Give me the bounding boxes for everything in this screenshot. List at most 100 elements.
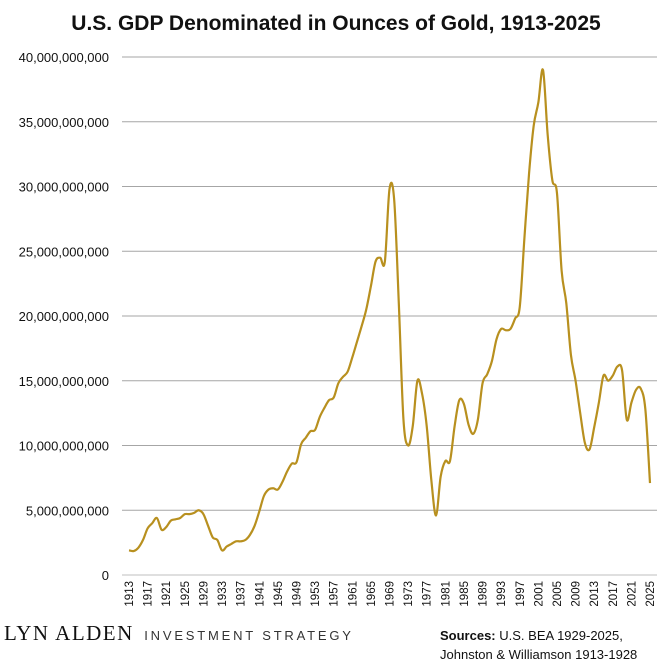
data-point	[644, 408, 646, 410]
data-point	[342, 376, 344, 378]
data-point	[351, 356, 353, 358]
sources-note: Sources: U.S. BEA 1929-2025, Johnston & …	[440, 626, 637, 664]
data-point	[602, 375, 604, 377]
data-point	[165, 526, 167, 528]
y-tick-label: 20,000,000,000	[19, 309, 109, 324]
data-point	[426, 425, 428, 427]
data-point	[412, 425, 414, 427]
data-point	[565, 302, 567, 304]
data-point	[202, 513, 204, 515]
data-point	[295, 461, 297, 463]
data-point	[649, 482, 651, 484]
brand-subtitle: INVESTMENT STRATEGY	[144, 628, 354, 643]
data-point	[449, 460, 451, 462]
y-tick-label: 35,000,000,000	[19, 115, 109, 130]
data-point	[277, 489, 279, 491]
data-point	[607, 380, 609, 382]
data-point	[514, 318, 516, 320]
data-point	[254, 525, 256, 527]
data-point	[640, 388, 642, 390]
data-point	[179, 517, 181, 519]
x-tick-label: 1965	[366, 581, 378, 607]
data-point	[244, 539, 246, 541]
data-point	[370, 285, 372, 287]
brand-name: LYN ALDEN	[4, 621, 134, 645]
x-tick-label: 1953	[310, 581, 322, 607]
data-point	[249, 534, 251, 536]
y-tick-label: 10,000,000,000	[19, 439, 109, 454]
data-point	[365, 309, 367, 311]
x-tick-label: 2021	[626, 581, 638, 607]
data-point	[216, 539, 218, 541]
data-point	[589, 448, 591, 450]
data-point	[305, 437, 307, 439]
y-tick-label: 15,000,000,000	[19, 374, 109, 389]
x-tick-label: 1917	[143, 581, 155, 607]
data-point	[240, 540, 242, 542]
x-tick-label: 2009	[571, 581, 583, 607]
x-tick-label: 2025	[645, 581, 657, 607]
data-point	[147, 527, 149, 529]
data-point	[500, 328, 502, 330]
data-point	[156, 517, 158, 519]
data-point	[482, 382, 484, 384]
x-tick-label: 1945	[273, 581, 285, 607]
x-tick-label: 2005	[552, 581, 564, 607]
data-point	[542, 69, 544, 71]
data-point	[635, 389, 637, 391]
y-tick-label: 40,000,000,000	[19, 50, 109, 65]
data-point	[151, 522, 153, 524]
data-point	[430, 479, 432, 481]
x-tick-label: 1989	[478, 581, 490, 607]
data-point	[314, 429, 316, 431]
x-axis-tick-labels: 1913 1917 1921 1925 1929 1933 1937 1941 1945 1949…	[124, 581, 657, 607]
data-point	[533, 125, 535, 127]
data-point	[584, 442, 586, 444]
x-tick-label: 1933	[217, 581, 229, 607]
x-tick-label: 1925	[180, 581, 192, 607]
data-point	[226, 546, 228, 548]
data-point	[491, 360, 493, 362]
data-point	[188, 513, 190, 515]
data-point	[221, 549, 223, 551]
data-point	[468, 424, 470, 426]
x-tick-label: 1961	[347, 581, 359, 607]
data-point	[230, 543, 232, 545]
data-point	[495, 338, 497, 340]
data-point	[523, 237, 525, 239]
x-tick-label: 1913	[124, 581, 136, 607]
data-point	[133, 550, 135, 552]
data-point	[328, 399, 330, 401]
y-tick-label: 0	[102, 568, 109, 583]
y-tick-label: 5,000,000,000	[26, 503, 109, 518]
data-point	[379, 257, 381, 259]
data-point	[398, 302, 400, 304]
data-point	[528, 173, 530, 175]
data-point	[477, 419, 479, 421]
x-tick-label: 1977	[422, 581, 434, 607]
x-tick-label: 1969	[385, 581, 397, 607]
x-tick-label: 1973	[403, 581, 415, 607]
data-point	[416, 380, 418, 382]
data-point	[300, 443, 302, 445]
data-point	[519, 306, 521, 308]
data-point	[356, 341, 358, 343]
x-tick-label: 2017	[608, 581, 620, 607]
x-tick-label: 1957	[329, 581, 341, 607]
data-point	[556, 192, 558, 194]
data-point	[444, 460, 446, 462]
gridlines	[122, 56, 657, 576]
data-point	[142, 539, 144, 541]
brand-logo: LYN ALDEN INVESTMENT STRATEGY	[4, 621, 354, 646]
data-point	[184, 513, 186, 515]
data-point	[207, 525, 209, 527]
data-point	[575, 380, 577, 382]
data-point	[291, 463, 293, 465]
data-point	[137, 547, 139, 549]
gdp-gold-line-chart: 0 5,000,000,000 10,000,000,000 15,000,000,0…	[19, 50, 657, 607]
data-point	[286, 470, 288, 472]
sources-line-1: U.S. BEA 1929-2025,	[499, 628, 623, 643]
data-point	[579, 412, 581, 414]
y-tick-label: 30,000,000,000	[19, 180, 109, 195]
x-tick-label: 2013	[589, 581, 601, 607]
